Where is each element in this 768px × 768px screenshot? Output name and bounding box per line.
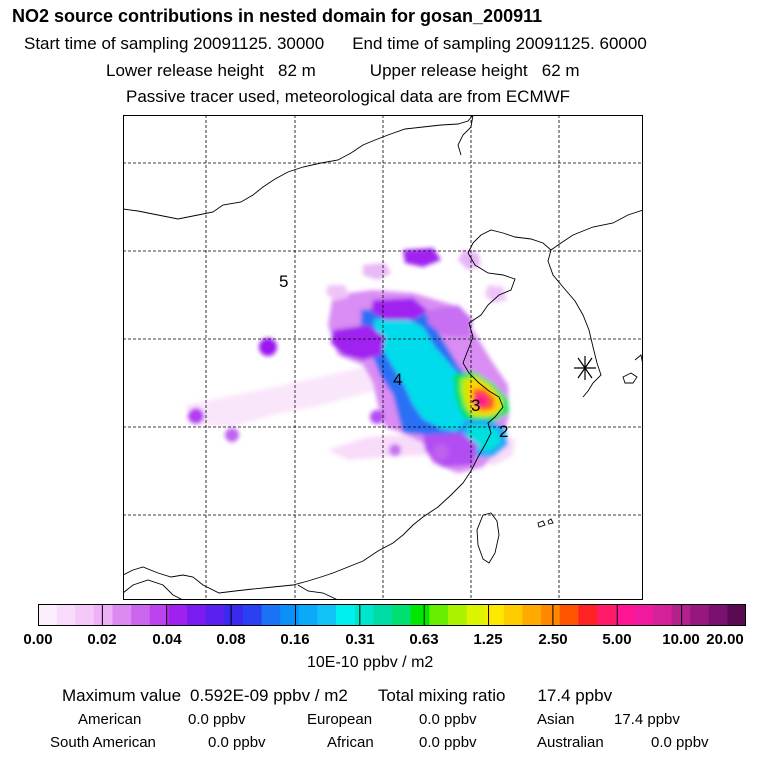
scale-swatch: [131, 604, 151, 626]
scale-tick: 10.00: [662, 631, 700, 648]
scale-swatch: [298, 604, 318, 626]
scale-swatch: [93, 604, 114, 626]
scale-swatch: [634, 604, 654, 626]
max-value: 0.592E-09 ppbv / m2: [190, 686, 348, 705]
scale-swatch: [75, 604, 95, 626]
site-label-2: 2: [499, 422, 508, 441]
scale-swatch: [261, 604, 281, 626]
color-scale-bar: [38, 604, 746, 626]
region-name: European: [307, 711, 373, 728]
site-label-3: 3: [471, 396, 480, 415]
scale-swatch: [671, 604, 691, 626]
scale-swatch: [522, 604, 542, 626]
scale-swatch: [615, 604, 635, 626]
region-name: African: [327, 734, 374, 751]
region-value: 0.0 ppbv: [208, 734, 266, 751]
start-time: Start time of sampling 20091125. 30000: [24, 34, 325, 53]
scale-tick: 0.04: [152, 631, 182, 648]
coastlines: [123, 115, 643, 600]
page-title: NO2 source contributions in nested domai…: [12, 6, 543, 26]
scale-swatch: [187, 604, 207, 626]
scale-tick: 0.02: [87, 631, 117, 648]
scale-swatch: [708, 604, 728, 626]
scale-swatch: [242, 604, 263, 626]
max-label: Maximum value: [62, 686, 182, 705]
region-value: 0.0 ppbv: [419, 711, 477, 728]
region-value: 0.0 ppbv: [188, 711, 246, 728]
scale-swatch: [466, 604, 486, 626]
scale-swatch: [690, 604, 710, 626]
graticule: [123, 115, 643, 600]
site-label-5: 5: [279, 272, 288, 291]
scale-swatch: [354, 604, 374, 626]
sampling-times: Start time of sampling 20091125. 30000 En…: [24, 35, 647, 52]
plume-layer: [185, 248, 515, 473]
total-value: 17.4 ppbv: [537, 686, 613, 705]
scale-tick: 1.25: [473, 631, 503, 648]
region-name: American: [78, 711, 142, 728]
scale-swatch: [541, 604, 561, 626]
scale-swatch: [596, 604, 617, 626]
scale-tick: 0.00: [23, 631, 53, 648]
scale-tick: 0.08: [216, 631, 246, 648]
scale-swatch: [56, 604, 76, 626]
region-value: 0.0 ppbv: [651, 734, 709, 751]
scale-tick: 0.63: [409, 631, 439, 648]
scale-swatch: [652, 604, 672, 626]
scale-swatch: [559, 604, 579, 626]
total-label: Total mixing ratio: [377, 686, 506, 705]
scale-swatch: [727, 604, 746, 626]
release-heights: Lower release height 82 m Upper release h…: [106, 62, 580, 79]
scale-swatch: [38, 604, 58, 626]
scale-swatch: [373, 604, 393, 626]
contribution-map: 5 4 3 2: [123, 115, 643, 600]
region-value: 0.0 ppbv: [419, 734, 477, 751]
scale-swatch: [149, 604, 169, 626]
lower-release-height: Lower release height 82 m: [106, 61, 316, 80]
scale-tick: 5.00: [602, 631, 632, 648]
region-name: South American: [50, 734, 156, 751]
scale-swatch: [336, 604, 356, 626]
scale-swatch: [485, 604, 505, 626]
scale-swatch: [280, 604, 300, 626]
scale-swatch: [392, 604, 412, 626]
scale-swatch: [112, 604, 132, 626]
asterisk-receptor-icon: [574, 356, 596, 380]
end-time: End time of sampling 20091125. 60000: [352, 34, 647, 53]
scale-swatch: [224, 604, 244, 626]
scale-tick: 20.00: [706, 631, 744, 648]
region-value: 17.4 ppbv: [614, 711, 680, 728]
tracer-info: Passive tracer used, meteorological data…: [126, 87, 571, 106]
upper-release-height: Upper release height 62 m: [369, 61, 580, 80]
scale-swatch: [578, 604, 598, 626]
scale-tick: 2.50: [538, 631, 568, 648]
scale-swatch: [168, 604, 188, 626]
scale-swatch: [205, 604, 225, 626]
region-name: Asian: [537, 711, 575, 728]
scale-swatch: [317, 604, 337, 626]
scale-tick: 0.16: [280, 631, 310, 648]
scale-swatch: [410, 604, 430, 626]
scale-swatch: [429, 604, 449, 626]
region-name: Australian: [537, 734, 604, 751]
scale-swatch: [503, 604, 523, 626]
summary-max-total: Maximum value 0.592E-09 ppbv / m2 Total mi…: [62, 687, 612, 704]
scale-unit: 10E-10 ppbv / m2: [307, 654, 434, 671]
site-label-4: 4: [393, 370, 402, 389]
scale-swatch: [447, 604, 468, 626]
scale-tick: 0.31: [345, 631, 375, 648]
